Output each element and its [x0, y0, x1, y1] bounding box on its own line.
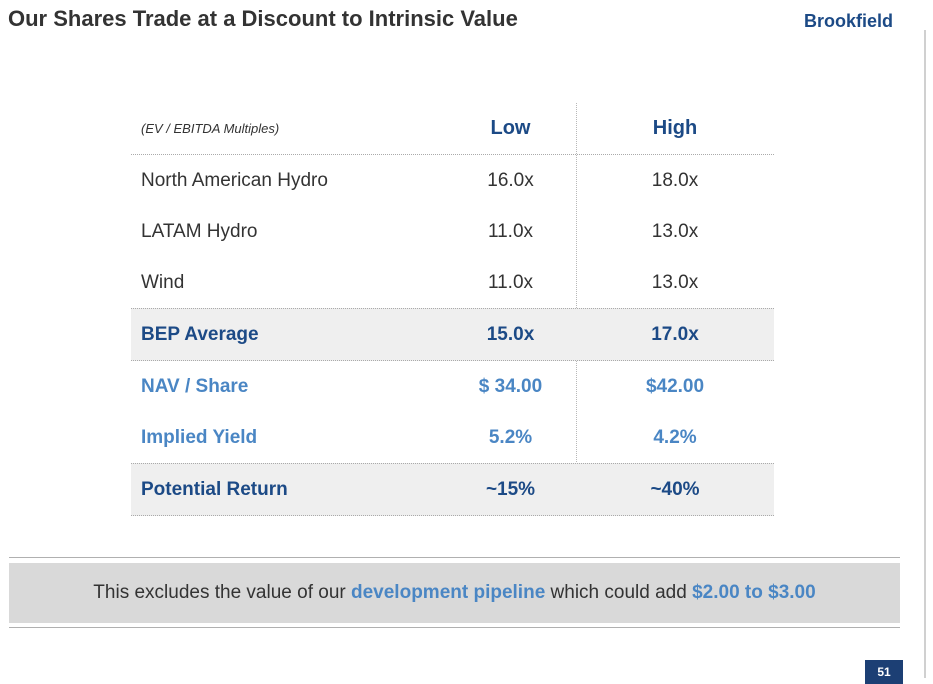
- cell-low: 11.0x: [487, 220, 534, 242]
- note-divider-top: [9, 557, 900, 558]
- valuation-table: (EV / EBITDA Multiples) Low High North A…: [131, 103, 774, 516]
- row-label: Wind: [141, 271, 185, 293]
- table-row: North American Hydro 16.0x 18.0x: [131, 155, 774, 206]
- table-header-row: (EV / EBITDA Multiples) Low High: [131, 103, 774, 155]
- note-divider-bottom: [9, 627, 900, 628]
- row-label: LATAM Hydro: [141, 220, 258, 242]
- column-header-high: High: [652, 117, 698, 139]
- table-row: Wind 11.0x 13.0x: [131, 257, 774, 308]
- table-row-average: BEP Average 15.0x 17.0x: [131, 308, 774, 361]
- row-label: Implied Yield: [141, 426, 258, 448]
- cell-high: ~40%: [650, 478, 700, 500]
- cell-low: ~15%: [485, 478, 536, 500]
- note-highlight-pipeline: development pipeline: [351, 582, 546, 603]
- footnote-banner: This excludes the value of our developme…: [9, 563, 900, 623]
- table-row: NAV / Share $ 34.00 $42.00: [131, 361, 774, 412]
- cell-high: 13.0x: [651, 220, 699, 242]
- cell-low: 11.0x: [487, 271, 534, 293]
- cell-low: 16.0x: [487, 169, 534, 191]
- note-text: This excludes the value of our: [93, 582, 351, 603]
- note-text: which could add: [545, 582, 693, 603]
- row-label: NAV / Share: [141, 375, 249, 397]
- table-row: LATAM Hydro 11.0x 13.0x: [131, 206, 774, 257]
- cell-low: 5.2%: [488, 426, 533, 448]
- table-row-return: Potential Return ~15% ~40%: [131, 463, 774, 516]
- slide-edge-divider: [924, 30, 926, 678]
- page-title: Our Shares Trade at a Discount to Intrin…: [8, 6, 518, 31]
- cell-low: $ 34.00: [478, 375, 543, 397]
- row-label: North American Hydro: [141, 169, 328, 191]
- cell-high: $42.00: [645, 375, 705, 397]
- table-row: Implied Yield 5.2% 4.2%: [131, 412, 774, 463]
- row-label: Potential Return: [141, 478, 288, 500]
- cell-high: 4.2%: [653, 426, 697, 448]
- column-header-low: Low: [490, 117, 531, 139]
- brand-logo: Brookfield: [804, 11, 894, 31]
- cell-high: 17.0x: [651, 323, 699, 345]
- cell-high: 18.0x: [651, 169, 699, 191]
- row-label: BEP Average: [141, 323, 259, 345]
- cell-low: 15.0x: [486, 323, 535, 345]
- cell-high: 13.0x: [651, 271, 699, 293]
- note-highlight-value: $2.00 to $3.00: [692, 582, 816, 603]
- column-divider: [576, 103, 577, 512]
- page-number: 51: [865, 660, 903, 684]
- table-caption: (EV / EBITDA Multiples): [141, 121, 280, 136]
